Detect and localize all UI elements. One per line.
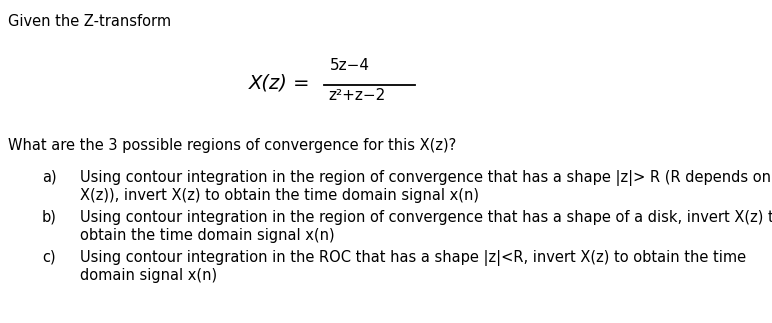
Text: z²+z−2: z²+z−2 [328,88,385,103]
Text: c): c) [42,250,56,265]
Text: Given the Z-transform: Given the Z-transform [8,14,171,29]
Text: X(z) =: X(z) = [249,74,310,92]
Text: domain signal x(n): domain signal x(n) [80,268,217,283]
Text: What are the 3 possible regions of convergence for this X(z)?: What are the 3 possible regions of conve… [8,138,456,153]
Text: b): b) [42,210,57,225]
Text: 5z−4: 5z−4 [330,58,370,73]
Text: obtain the time domain signal x(n): obtain the time domain signal x(n) [80,228,334,243]
Text: X(z)), invert X(z) to obtain the time domain signal x(n): X(z)), invert X(z) to obtain the time do… [80,188,479,203]
Text: Using contour integration in the region of convergence that has a shape of a dis: Using contour integration in the region … [80,210,772,225]
Text: Using contour integration in the ROC that has a shape |z|<R, invert X(z) to obta: Using contour integration in the ROC tha… [80,250,746,266]
Text: Using contour integration in the region of convergence that has a shape |z|> R (: Using contour integration in the region … [80,170,771,186]
Text: a): a) [42,170,56,185]
